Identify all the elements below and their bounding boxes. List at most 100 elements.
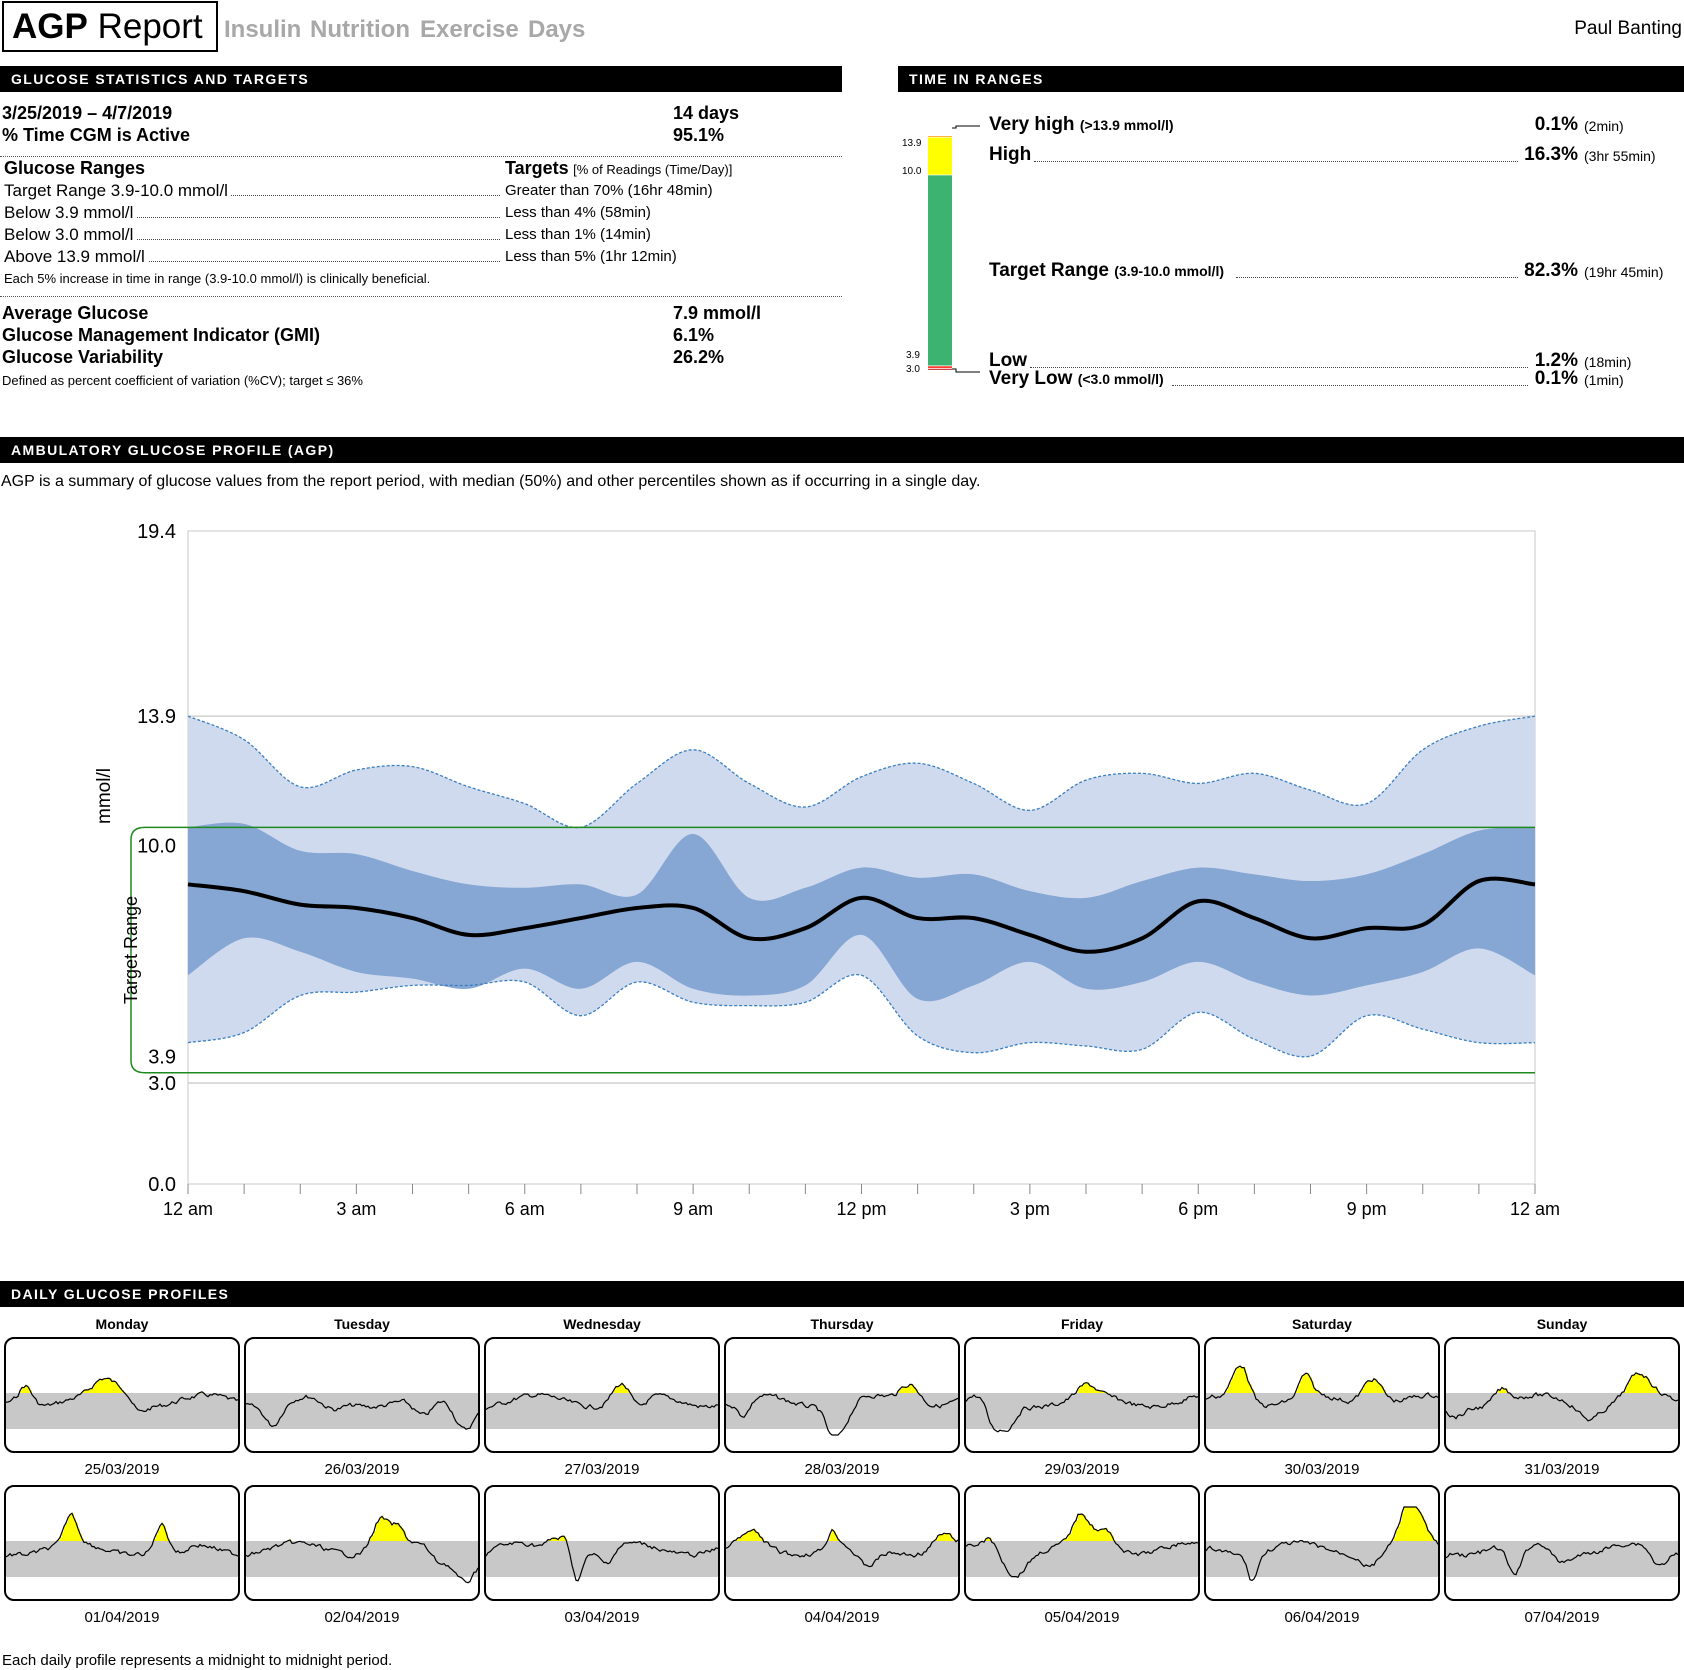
tir-very-high-name: Very high	[989, 114, 1075, 135]
daily-profile[interactable]	[484, 1485, 720, 1601]
target-range-label: Target Range	[121, 896, 141, 1004]
section-header-time-in-ranges: TIME IN RANGES	[898, 66, 1684, 92]
report-title-rest: Report	[87, 7, 203, 46]
daily-footnote: Each daily profile represents a midnight…	[2, 1652, 393, 1669]
y-tick-label: 3.9	[148, 1047, 176, 1069]
high-area	[1498, 1372, 1660, 1393]
x-tick-label: 3 pm	[1010, 1199, 1050, 1219]
glucose-trace	[1206, 1506, 1438, 1582]
leader-line	[1030, 367, 1528, 368]
range-target-above-13-9: Less than 5% (1hr 12min)	[505, 248, 677, 265]
daily-date-label: 27/03/2019	[564, 1461, 640, 1478]
range-target-target: Greater than 70% (16hr 48min)	[505, 182, 713, 199]
daily-profile[interactable]	[4, 1337, 240, 1453]
range-note: Each 5% increase in time in range (3.9-1…	[4, 271, 431, 286]
targets-header-note: [% of Readings (Time/Day)]	[573, 162, 733, 177]
daily-profile[interactable]	[4, 1485, 240, 1601]
targets-header-label: Targets	[505, 158, 569, 178]
range-target-below-3-0: Less than 1% (14min)	[505, 226, 651, 243]
daily-date-label: 01/04/2019	[84, 1609, 160, 1626]
target-range-band	[246, 1541, 478, 1577]
line-95-percentile	[187, 715, 1536, 829]
average-glucose-value: 7.9 mmol/l	[673, 303, 762, 323]
line-5-percentile	[187, 973, 1536, 1058]
daily-date-label: 25/03/2019	[84, 1461, 160, 1478]
daily-profile[interactable]	[244, 1485, 480, 1601]
agp-description: AGP is a summary of glucose values from …	[1, 473, 981, 490]
daily-profile[interactable]	[1444, 1337, 1680, 1453]
tir-low-pct: 1.2%	[1534, 350, 1578, 371]
tab-days[interactable]: Days	[528, 16, 586, 43]
daily-profile[interactable]	[1444, 1485, 1680, 1601]
user-name: Paul Banting	[1574, 18, 1682, 39]
target-range-band	[6, 1541, 238, 1577]
tir-tick-10-0: 10.0	[902, 166, 922, 177]
daily-date-label: 04/04/2019	[804, 1609, 880, 1626]
tir-target-time: (19hr 45min)	[1584, 264, 1664, 280]
target-range-band	[486, 1541, 718, 1577]
report-title: AGP Report	[2, 1, 218, 52]
leader-line	[120, 217, 500, 218]
tab-insulin[interactable]: Insulin	[224, 16, 302, 43]
daily-profile[interactable]	[484, 1337, 720, 1453]
leader-line	[150, 195, 500, 196]
divider	[0, 156, 842, 157]
range-label-above-13-9: Above 13.9 mmol/l	[4, 247, 148, 267]
daily-profile[interactable]	[964, 1485, 1200, 1601]
daily-date-label: 30/03/2019	[1284, 1461, 1360, 1478]
target-range-band	[1206, 1393, 1438, 1429]
daily-profile[interactable]	[724, 1485, 960, 1601]
target-range-band	[1206, 1541, 1438, 1577]
high-area	[614, 1383, 632, 1393]
daily-date-label: 31/03/2019	[1524, 1461, 1600, 1478]
tir-very-low-label: Very Low (<3.0 mmol/l)	[989, 368, 1164, 390]
daily-date-label: 29/03/2019	[1044, 1461, 1120, 1478]
target-range-band	[6, 1393, 238, 1429]
daily-profile[interactable]	[1204, 1485, 1440, 1601]
range-label-below-3-9: Below 3.9 mmol/l	[4, 203, 137, 223]
x-tick-label: 12 pm	[836, 1199, 886, 1219]
average-glucose-label: Average Glucose	[2, 303, 149, 323]
high-area	[20, 1378, 204, 1393]
glucose-trace	[726, 1528, 958, 1568]
leader-line	[1172, 385, 1528, 386]
glucose-trace	[246, 1515, 478, 1584]
tab-exercise[interactable]: Exercise	[420, 16, 519, 43]
section-header-daily-profiles: DAILY GLUCOSE PROFILES	[0, 1281, 1684, 1307]
target-range-band	[246, 1393, 478, 1429]
high-area	[986, 1514, 1116, 1541]
agp-chart: 19.4 13.9 10.0 3.9 3.0 0.0 12 am 3 am 6 am 9 am 12…	[94, 521, 1560, 1219]
gmi-label: Glucose Management Indicator (GMI)	[2, 325, 321, 345]
tir-segment-target	[928, 175, 952, 367]
y-axis-label: mmol/l	[94, 768, 115, 824]
report-title-bold: AGP	[12, 7, 88, 46]
high-area	[1294, 1507, 1438, 1541]
tir-target-label: Target Range (3.9-10.0 mmol/l)	[989, 260, 1224, 282]
weekday-label: Saturday	[1292, 1316, 1352, 1332]
daily-profile[interactable]	[724, 1337, 960, 1453]
section-header-glucose-statistics: GLUCOSE STATISTICS AND TARGETS	[0, 66, 842, 92]
tab-nutrition[interactable]: Nutrition	[310, 16, 410, 43]
daily-profile[interactable]	[244, 1337, 480, 1453]
band-25-75-percentile	[188, 822, 1535, 1002]
glucose-ranges-header: Glucose Ranges	[4, 158, 146, 178]
glucose-trace	[246, 1394, 478, 1430]
targets-header: Targets [% of Readings (Time/Day)]	[505, 158, 732, 179]
daily-date-label: 02/04/2019	[324, 1609, 400, 1626]
section-header-agp: AMBULATORY GLUCOSE PROFILE (AGP)	[0, 437, 1684, 463]
cgm-active-label: % Time CGM is Active	[2, 125, 191, 145]
daily-date-label: 26/03/2019	[324, 1461, 400, 1478]
daily-profile[interactable]	[964, 1337, 1200, 1453]
tir-low-time: (18min)	[1584, 354, 1632, 370]
glucose-variability-note: Defined as percent coefficient of variat…	[2, 373, 363, 388]
daily-profile[interactable]	[1204, 1337, 1440, 1453]
target-range-band	[1446, 1541, 1678, 1577]
range-label-target: Target Range 3.9-10.0 mmol/l	[4, 181, 231, 201]
tir-very-low-range: (<3.0 mmol/l)	[1077, 371, 1164, 387]
target-range-bracket	[130, 826, 146, 1074]
y-tick-label: 19.4	[137, 521, 176, 543]
target-range-band	[486, 1393, 718, 1429]
tir-very-high-label: Very high (>13.9 mmol/l)	[989, 114, 1174, 136]
weekday-label: Thursday	[810, 1316, 874, 1332]
glucose-trace	[1206, 1365, 1438, 1409]
